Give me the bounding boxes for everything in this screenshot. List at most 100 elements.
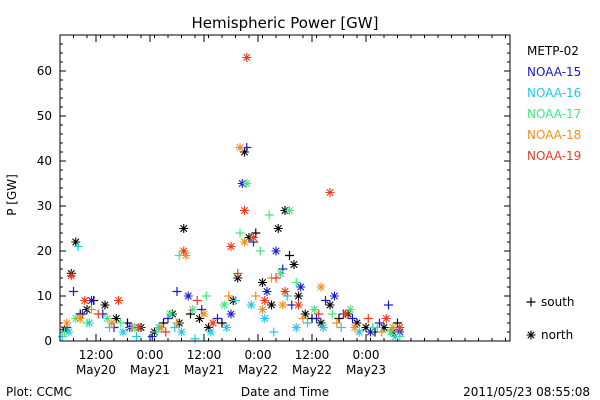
legend-south-marker (526, 297, 536, 307)
legend-north-marker (526, 330, 536, 340)
x-tick-label-time: 12:00 (79, 348, 114, 362)
data-point-north (276, 269, 285, 278)
data-point-north (199, 309, 209, 319)
x-tick-label-date: May23 (346, 363, 386, 377)
data-point-south (312, 314, 321, 323)
series-noaa-18 (62, 143, 398, 337)
data-point-south (57, 332, 67, 341)
data-point-north (62, 318, 72, 328)
data-point-north (80, 296, 90, 305)
x-tick-label-time: 12:00 (295, 348, 330, 362)
data-point-south (303, 318, 312, 328)
data-point-north (179, 246, 189, 256)
data-point-south (170, 323, 180, 332)
data-point-north (179, 224, 189, 233)
data-point-north (242, 179, 252, 188)
data-point-south (224, 291, 234, 301)
data-point-north (325, 188, 335, 197)
x-tick-label-date: May22 (238, 363, 278, 377)
legend-entry-metp-02: METP-02 (527, 44, 579, 58)
data-point-north (278, 300, 288, 310)
x-tick-label-time: 0:00 (245, 348, 272, 362)
data-point-south (201, 291, 211, 301)
data-point-south (213, 314, 222, 323)
data-point-south (395, 332, 405, 341)
data-point-north (330, 291, 339, 301)
data-point-north (181, 251, 191, 260)
data-point-north (325, 300, 335, 310)
data-point-north (280, 287, 290, 296)
data-point-south (327, 309, 337, 319)
data-point-north (114, 296, 123, 305)
data-point-north (87, 296, 96, 305)
data-point-south (116, 318, 126, 328)
data-point-north (285, 206, 294, 215)
data-point-north (134, 323, 144, 332)
series-noaa-19 (66, 53, 405, 337)
legend-entry-noaa-16: NOAA-16 (527, 86, 581, 100)
data-point-north (388, 323, 398, 332)
y-tick-label: 10 (37, 289, 52, 303)
data-point-north (188, 305, 198, 314)
data-point-north (309, 305, 319, 314)
data-points (57, 53, 405, 344)
data-point-north (350, 323, 360, 332)
data-point-south (251, 291, 261, 301)
y-tick-label: 40 (37, 154, 52, 168)
data-point-south (332, 318, 342, 328)
data-point-north (204, 323, 213, 332)
data-point-north (294, 300, 303, 310)
data-point-south (298, 314, 308, 323)
data-point-north (318, 323, 328, 332)
data-point-north (240, 147, 249, 157)
data-point-north (267, 300, 276, 310)
plot-frame (59, 34, 511, 342)
legend-entry-noaa-17: NOAA-17 (527, 107, 581, 121)
x-tick-label-date: May20 (76, 363, 116, 377)
data-point-south (291, 278, 301, 287)
data-point-north (345, 305, 355, 314)
data-point-north (381, 314, 391, 323)
x-axis-label: Date and Time (241, 385, 329, 399)
data-point-north (240, 206, 249, 215)
data-point-south (271, 273, 281, 283)
data-point-south (93, 309, 103, 319)
data-point-north (260, 296, 270, 305)
x-tick-label-date: May21 (184, 363, 224, 377)
data-point-north (107, 318, 117, 328)
data-point-south (217, 318, 227, 328)
data-point-north (75, 314, 85, 323)
data-point-north (183, 291, 193, 301)
data-point-north (395, 323, 405, 332)
x-tick-label-time: 12:00 (187, 348, 222, 362)
data-point-north (291, 323, 301, 332)
data-point-south (264, 210, 274, 220)
data-point-north (156, 323, 166, 332)
data-point-north (177, 327, 186, 337)
data-point-south (161, 327, 171, 337)
footer-right: 2011/05/23 08:55:08 (463, 385, 590, 399)
data-point-north (354, 327, 364, 337)
data-point-north (249, 233, 258, 242)
data-point-south (363, 314, 373, 323)
data-point-south (172, 287, 182, 296)
data-point-north (258, 278, 267, 287)
data-point-south (377, 327, 387, 337)
data-point-north (111, 314, 121, 323)
y-tick-label: 50 (37, 109, 52, 123)
data-point-north (222, 323, 231, 332)
data-point-south (147, 332, 157, 341)
data-point-south (314, 309, 324, 319)
data-point-south (192, 296, 202, 305)
data-point-north (242, 53, 252, 62)
data-point-north (341, 309, 351, 319)
data-point-north (208, 318, 218, 328)
data-point-south (255, 246, 265, 256)
data-point-south (60, 327, 69, 337)
data-point-south (336, 323, 346, 332)
data-point-north (258, 305, 267, 314)
data-point-north (379, 323, 389, 332)
data-point-south (348, 314, 357, 323)
data-point-south (334, 314, 344, 323)
data-point-north (316, 318, 326, 328)
